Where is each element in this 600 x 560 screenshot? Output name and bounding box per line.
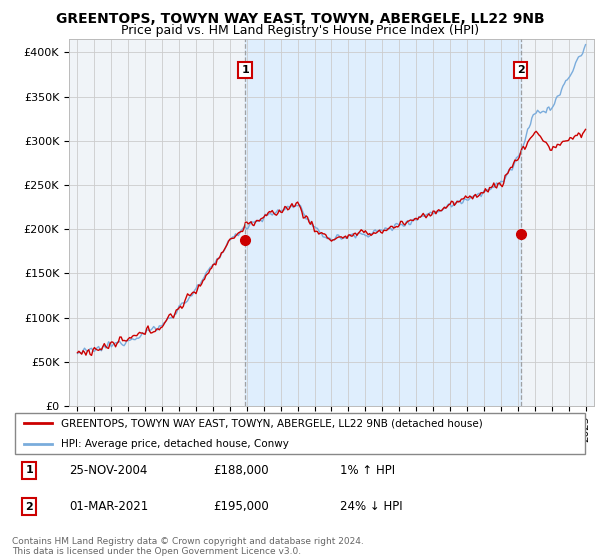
Text: £188,000: £188,000	[214, 464, 269, 477]
Text: This data is licensed under the Open Government Licence v3.0.: This data is licensed under the Open Gov…	[12, 547, 301, 556]
Text: GREENTOPS, TOWYN WAY EAST, TOWYN, ABERGELE, LL22 9NB (detached house): GREENTOPS, TOWYN WAY EAST, TOWYN, ABERGE…	[61, 418, 483, 428]
Text: Contains HM Land Registry data © Crown copyright and database right 2024.: Contains HM Land Registry data © Crown c…	[12, 537, 364, 546]
Text: 1% ↑ HPI: 1% ↑ HPI	[340, 464, 395, 477]
FancyBboxPatch shape	[15, 413, 585, 454]
Text: Price paid vs. HM Land Registry's House Price Index (HPI): Price paid vs. HM Land Registry's House …	[121, 24, 479, 36]
Text: GREENTOPS, TOWYN WAY EAST, TOWYN, ABERGELE, LL22 9NB: GREENTOPS, TOWYN WAY EAST, TOWYN, ABERGE…	[56, 12, 544, 26]
Bar	[245, 39, 521, 406]
Text: 25-NOV-2004: 25-NOV-2004	[70, 464, 148, 477]
Text: 2: 2	[25, 502, 33, 512]
Text: £195,000: £195,000	[214, 500, 269, 514]
Text: HPI: Average price, detached house, Conwy: HPI: Average price, detached house, Conw…	[61, 438, 289, 449]
Text: 2: 2	[517, 65, 524, 75]
Text: 1: 1	[25, 465, 33, 475]
Text: 1: 1	[241, 65, 249, 75]
Text: 24% ↓ HPI: 24% ↓ HPI	[340, 500, 403, 514]
Text: 01-MAR-2021: 01-MAR-2021	[70, 500, 149, 514]
